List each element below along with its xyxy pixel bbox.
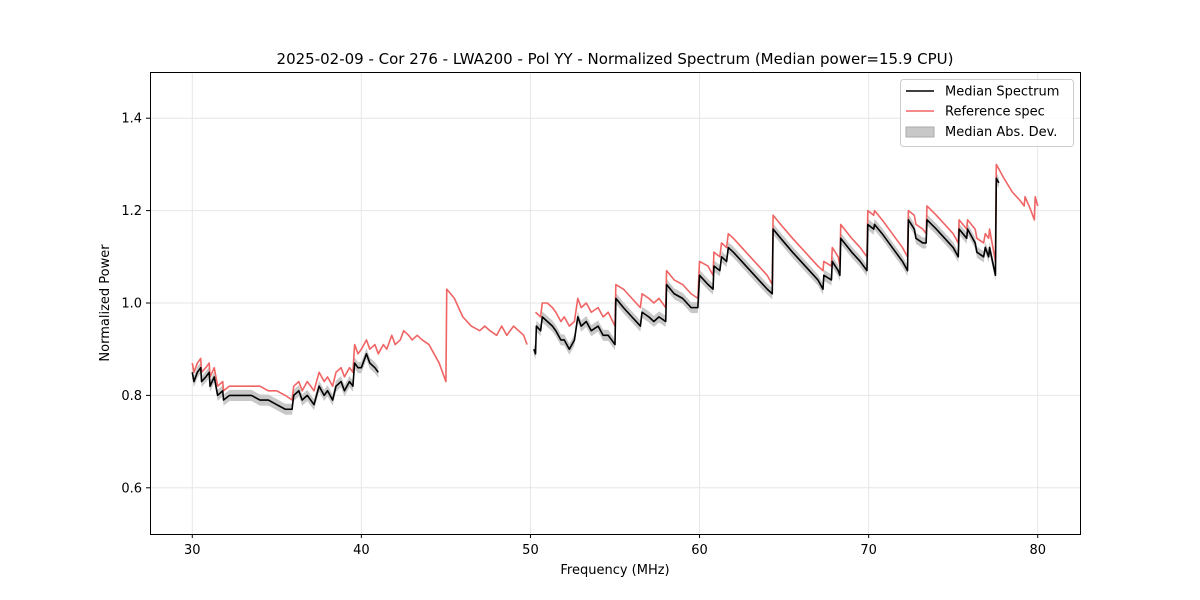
- y-tick-label: 1.0: [121, 297, 142, 312]
- reference-spec-line: [534, 163, 1039, 327]
- x-tick-label: 40: [353, 543, 370, 558]
- x-axis-ticks: 30 40 50 60 70 80: [184, 534, 1046, 558]
- legend-reference-spec-label: Reference spec: [945, 105, 1045, 120]
- legend-box: [900, 79, 1074, 147]
- legend-mad-swatch: [905, 126, 935, 138]
- median-spectrum-line: [191, 353, 379, 411]
- y-axis-ticks: 0.6 0.8 1.0 1.2 1.4: [121, 112, 150, 496]
- plot-frame: [150, 72, 1081, 535]
- y-tick-label: 1.4: [121, 112, 142, 127]
- y-tick-label: 0.6: [121, 481, 142, 496]
- x-tick-label: 80: [1029, 543, 1046, 558]
- series-lines: [191, 163, 1039, 411]
- legend-mad-label: Median Abs. Dev.: [945, 125, 1057, 140]
- mad-band-segment: [533, 172, 999, 360]
- x-tick-label: 70: [860, 543, 877, 558]
- y-axis-label: Normalized Power: [98, 244, 113, 362]
- x-tick-label: 60: [691, 543, 708, 558]
- chart-title: 2025-02-09 - Cor 276 - LWA200 - Pol YY -…: [277, 50, 954, 68]
- legend-median-spectrum-label: Median Spectrum: [945, 85, 1059, 100]
- y-tick-label: 1.2: [121, 204, 142, 219]
- x-tick-label: 30: [184, 543, 201, 558]
- x-tick-label: 50: [522, 543, 539, 558]
- median-spectrum-line: [533, 177, 1000, 355]
- reference-spec-line: [191, 288, 528, 401]
- x-axis-label: Frequency (MHz): [560, 563, 669, 578]
- legend: Median Spectrum Reference spec Median Ab…: [900, 79, 1074, 147]
- y-tick-label: 0.8: [121, 389, 142, 404]
